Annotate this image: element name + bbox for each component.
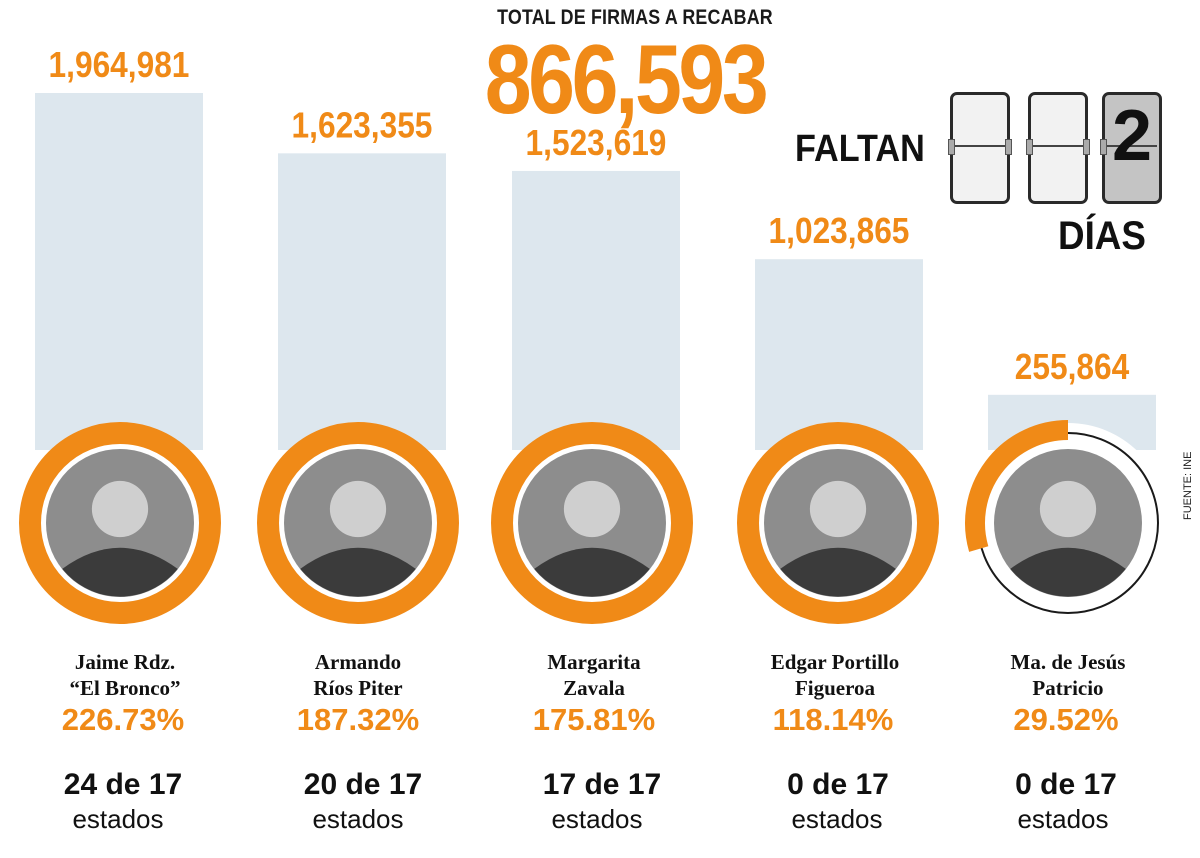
portrait-head xyxy=(1039,480,1097,538)
portrait-head xyxy=(329,480,387,538)
bar xyxy=(512,170,680,450)
faltan-label: FALTAN xyxy=(795,128,925,170)
portrait-shoulders xyxy=(62,547,178,597)
portrait-shoulders xyxy=(1010,547,1126,597)
candidate-percent: 226.73% xyxy=(61,702,185,737)
bar-value-label: 1,964,981 xyxy=(49,45,190,85)
progress-ring xyxy=(737,422,939,624)
portrait-head xyxy=(809,480,867,538)
days-remaining-value: 2 xyxy=(1111,96,1153,176)
progress-ring xyxy=(965,420,1069,552)
states-word: estados xyxy=(551,804,643,834)
candidate-percent: 118.14% xyxy=(772,702,894,737)
total-signatures-value: 866,593 xyxy=(484,24,769,134)
candidate-name: Jaime Rdz. “El Bronco” xyxy=(69,650,181,700)
candidate-percent: 175.81% xyxy=(532,702,656,737)
states-word: estados xyxy=(312,804,404,834)
flip-card-icon xyxy=(1100,92,1162,204)
states-word: estados xyxy=(1017,804,1109,834)
candidate-name: Ma. de Jesús Patricio xyxy=(1010,650,1126,700)
progress-ring xyxy=(19,422,221,624)
candidate-states: 24 de 17 xyxy=(63,768,183,801)
candidate-percent: 29.52% xyxy=(1013,702,1119,737)
candidate-states: 0 de 17 xyxy=(1015,768,1117,801)
progress-ring xyxy=(491,422,693,624)
source-note: FUENTE: INE xyxy=(1182,451,1194,520)
bar-value-label: 1,523,619 xyxy=(526,123,667,163)
bar-value-label: 1,623,355 xyxy=(292,105,433,145)
candidate-name: Edgar Portillo Figueroa xyxy=(770,650,900,700)
total-signatures-label: TOTAL DE FIRMAS A RECABAR xyxy=(497,6,773,29)
bar-value-label: 1,023,865 xyxy=(769,211,910,251)
candidate-name: Armando Ríos Piter xyxy=(313,650,403,700)
flip-card-icon xyxy=(948,92,1012,204)
portrait-head xyxy=(91,480,149,538)
candidate-states: 17 de 17 xyxy=(542,768,662,801)
bar xyxy=(755,259,923,450)
portrait-head xyxy=(563,480,621,538)
states-word: estados xyxy=(791,804,883,834)
portrait-shoulders xyxy=(780,547,896,597)
states-word: estados xyxy=(72,804,164,834)
candidate-name: Margarita Zavala xyxy=(547,650,641,700)
progress-ring xyxy=(257,422,459,624)
portrait-shoulders xyxy=(534,547,650,597)
candidate-states: 0 de 17 xyxy=(787,768,889,801)
candidate-percent: 187.32% xyxy=(296,702,420,737)
bar-value-label: 255,864 xyxy=(1015,347,1130,387)
portrait-shoulders xyxy=(300,547,416,597)
dias-label: DÍAS xyxy=(1058,214,1146,258)
bar xyxy=(278,153,446,450)
bar xyxy=(35,93,203,450)
flip-card-icon xyxy=(1026,92,1090,204)
candidate-states: 20 de 17 xyxy=(303,768,423,801)
